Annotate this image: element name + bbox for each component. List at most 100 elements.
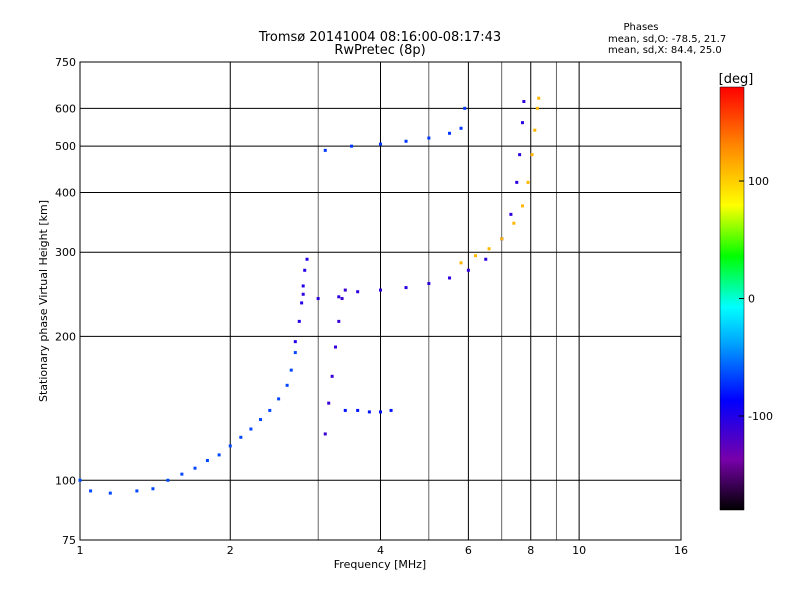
data-point [448, 276, 452, 280]
colorbar-tick-label: 0 [748, 293, 755, 306]
data-point [448, 131, 452, 135]
data-point [343, 408, 347, 412]
colorbar-tick-label: 100 [748, 175, 769, 188]
data-point [333, 345, 337, 349]
grid-lines [79, 61, 682, 541]
x-tick-label: 4 [377, 544, 384, 557]
phases-o-stats: mean, sd,O: -78.5, 21.7 [608, 34, 726, 45]
data-point [293, 340, 297, 344]
data-point [530, 153, 534, 157]
data-point [404, 139, 408, 143]
data-point [533, 128, 537, 132]
data-point [323, 432, 327, 436]
data-point [367, 410, 371, 414]
data-point [512, 221, 516, 225]
data-point [487, 247, 491, 251]
data-point [249, 427, 253, 431]
x-tick-label: 1 [77, 544, 84, 557]
y-tick-label: 600 [55, 102, 76, 115]
data-point [343, 288, 347, 292]
data-point [500, 237, 504, 241]
data-point [473, 254, 477, 258]
x-axis-ticks: 1 2 4 6 8 10 16 [77, 544, 689, 557]
data-point [337, 295, 341, 299]
data-point [484, 257, 488, 261]
data-point [537, 96, 541, 100]
y-tick-label: 100 [55, 474, 76, 487]
data-point [135, 489, 139, 493]
data-point [259, 418, 263, 422]
x-tick-label: 8 [527, 544, 534, 557]
data-points [78, 96, 541, 495]
y-tick-label: 300 [55, 246, 76, 259]
x-tick-label: 2 [227, 544, 234, 557]
data-point [277, 397, 281, 401]
x-tick-label: 6 [465, 544, 472, 557]
data-point [337, 319, 341, 323]
data-point [301, 284, 305, 288]
data-point [303, 268, 307, 272]
data-point [466, 268, 470, 272]
data-point [297, 319, 301, 323]
data-point [239, 435, 243, 439]
data-point [463, 106, 467, 110]
chart-subtitle: RwPretec (8p) [334, 43, 425, 58]
data-point [151, 487, 155, 491]
y-tick-label: 200 [55, 330, 76, 343]
data-point [217, 453, 221, 457]
y-tick-label: 750 [55, 56, 76, 69]
data-point [327, 401, 331, 405]
colorbar-tick-label: -100 [748, 410, 773, 423]
data-point [193, 466, 197, 470]
chart-title: Tromsø 20141004 08:16:00-08:17:43 [258, 30, 501, 45]
data-point [268, 408, 272, 412]
data-point [166, 478, 170, 482]
data-point [89, 489, 93, 493]
data-point [301, 292, 305, 296]
data-point [526, 180, 530, 184]
data-point [427, 136, 431, 140]
colorbar-ticks: 100 0 -100 [739, 175, 773, 423]
data-point [330, 374, 334, 378]
data-point [509, 212, 513, 216]
data-point [379, 288, 382, 292]
phases-x-stats: mean, sd,X: 84.4, 25.0 [608, 45, 722, 56]
y-tick-label: 75 [62, 534, 76, 547]
data-point [180, 472, 184, 476]
data-point [323, 148, 327, 152]
data-point [379, 410, 382, 414]
data-point [289, 368, 293, 372]
data-point [350, 144, 354, 148]
data-point [293, 351, 297, 355]
x-tick-label: 10 [572, 544, 586, 557]
data-point [515, 180, 519, 184]
data-point [389, 408, 393, 412]
data-point [404, 286, 408, 290]
data-point [356, 408, 360, 412]
data-point [356, 290, 360, 294]
data-point [340, 297, 344, 301]
data-point [305, 257, 309, 261]
data-point [316, 297, 320, 301]
data-point [379, 142, 382, 146]
data-point [459, 126, 463, 130]
data-point [228, 444, 232, 448]
colorbar-label: [deg] [719, 72, 754, 87]
data-point [520, 204, 524, 208]
x-axis-label: Frequency [MHz] [334, 558, 426, 571]
data-point [459, 261, 463, 265]
data-point [285, 383, 289, 387]
x-tick-label: 16 [674, 544, 688, 557]
data-point [78, 478, 82, 482]
data-point [518, 153, 522, 157]
data-point [535, 106, 539, 110]
data-point [300, 301, 304, 305]
data-point [520, 121, 524, 125]
y-tick-label: 400 [55, 186, 76, 199]
y-tick-label: 500 [55, 140, 76, 153]
y-axis-ticks: 75 100 200 300 400 500 600 750 [55, 56, 76, 547]
phases-heading: Phases [623, 22, 658, 33]
data-point [522, 100, 526, 104]
data-point [427, 282, 431, 286]
